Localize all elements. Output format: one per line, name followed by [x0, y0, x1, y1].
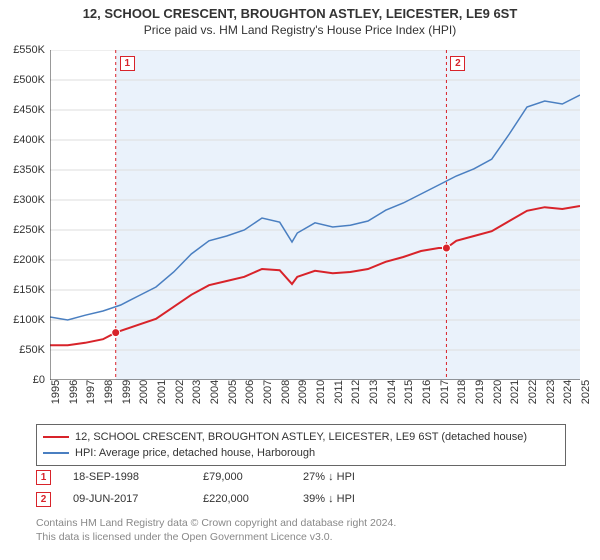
footer-attribution: Contains HM Land Registry data © Crown c… [36, 516, 566, 544]
ytick-label: £350K [0, 164, 45, 176]
ytick-label: £50K [0, 344, 45, 356]
xtick-label: 2023 [545, 380, 557, 404]
ytick-label: £250K [0, 224, 45, 236]
xtick-label: 2012 [350, 380, 362, 404]
xtick-label: 2000 [138, 380, 150, 404]
legend-item-property: 12, SCHOOL CRESCENT, BROUGHTON ASTLEY, L… [43, 429, 559, 445]
legend-box: 12, SCHOOL CRESCENT, BROUGHTON ASTLEY, L… [36, 424, 566, 466]
ytick-label: £200K [0, 254, 45, 266]
xtick-label: 2020 [492, 380, 504, 404]
sale-date-1: 18-SEP-1998 [73, 471, 203, 483]
ytick-label: £0 [0, 374, 45, 386]
xtick-label: 2017 [439, 380, 451, 404]
sale-marker-2: 2 [36, 492, 51, 507]
xtick-label: 2024 [562, 380, 574, 404]
xtick-label: 1995 [50, 380, 62, 404]
sales-table: 1 18-SEP-1998 £79,000 27% ↓ HPI 2 09-JUN… [36, 466, 566, 510]
chart-container: 12, SCHOOL CRESCENT, BROUGHTON ASTLEY, L… [0, 0, 600, 560]
legend-swatch-hpi [43, 452, 69, 454]
legend-item-hpi: HPI: Average price, detached house, Harb… [43, 445, 559, 461]
xtick-label: 1998 [103, 380, 115, 404]
legend-label-property: 12, SCHOOL CRESCENT, BROUGHTON ASTLEY, L… [75, 431, 527, 443]
xtick-label: 2007 [262, 380, 274, 404]
xtick-label: 2008 [280, 380, 292, 404]
ytick-label: £450K [0, 104, 45, 116]
ytick-label: £500K [0, 74, 45, 86]
sale-price-1: £79,000 [203, 471, 303, 483]
legend-swatch-property [43, 436, 69, 438]
xtick-label: 1996 [68, 380, 80, 404]
ytick-label: £100K [0, 314, 45, 326]
xtick-label: 2013 [368, 380, 380, 404]
sale-row-1: 1 18-SEP-1998 £79,000 27% ↓ HPI [36, 466, 566, 488]
ytick-label: £400K [0, 134, 45, 146]
xtick-label: 2021 [509, 380, 521, 404]
footer-line-2: This data is licensed under the Open Gov… [36, 530, 566, 544]
xtick-label: 1997 [85, 380, 97, 404]
sale-delta-1: 27% ↓ HPI [303, 471, 423, 483]
xtick-label: 2014 [386, 380, 398, 404]
sale-marker-on-chart: 1 [120, 56, 135, 71]
xtick-label: 2019 [474, 380, 486, 404]
ytick-label: £150K [0, 284, 45, 296]
sale-delta-2: 39% ↓ HPI [303, 493, 423, 505]
xtick-label: 2004 [209, 380, 221, 404]
sale-date-2: 09-JUN-2017 [73, 493, 203, 505]
xtick-label: 1999 [121, 380, 133, 404]
ytick-label: £300K [0, 194, 45, 206]
xtick-label: 2002 [174, 380, 186, 404]
sale-price-2: £220,000 [203, 493, 303, 505]
chart-area: £0£50K£100K£150K£200K£250K£300K£350K£400… [50, 50, 580, 380]
xtick-label: 2010 [315, 380, 327, 404]
xtick-label: 2009 [297, 380, 309, 404]
xtick-label: 2025 [580, 380, 592, 404]
xtick-label: 2003 [191, 380, 203, 404]
xtick-label: 2018 [456, 380, 468, 404]
xtick-label: 2016 [421, 380, 433, 404]
xtick-label: 2006 [244, 380, 256, 404]
sale-marker-on-chart: 2 [450, 56, 465, 71]
ytick-label: £550K [0, 44, 45, 56]
xtick-label: 2022 [527, 380, 539, 404]
xtick-label: 2005 [227, 380, 239, 404]
chart-subtitle: Price paid vs. HM Land Registry's House … [0, 21, 600, 37]
sale-marker-1: 1 [36, 470, 51, 485]
xtick-label: 2011 [333, 380, 345, 404]
xtick-label: 2015 [403, 380, 415, 404]
footer-line-1: Contains HM Land Registry data © Crown c… [36, 516, 566, 530]
sale-row-2: 2 09-JUN-2017 £220,000 39% ↓ HPI [36, 488, 566, 510]
legend-label-hpi: HPI: Average price, detached house, Harb… [75, 447, 315, 459]
chart-title: 12, SCHOOL CRESCENT, BROUGHTON ASTLEY, L… [0, 0, 600, 21]
xtick-label: 2001 [156, 380, 168, 404]
chart-svg [50, 50, 580, 380]
